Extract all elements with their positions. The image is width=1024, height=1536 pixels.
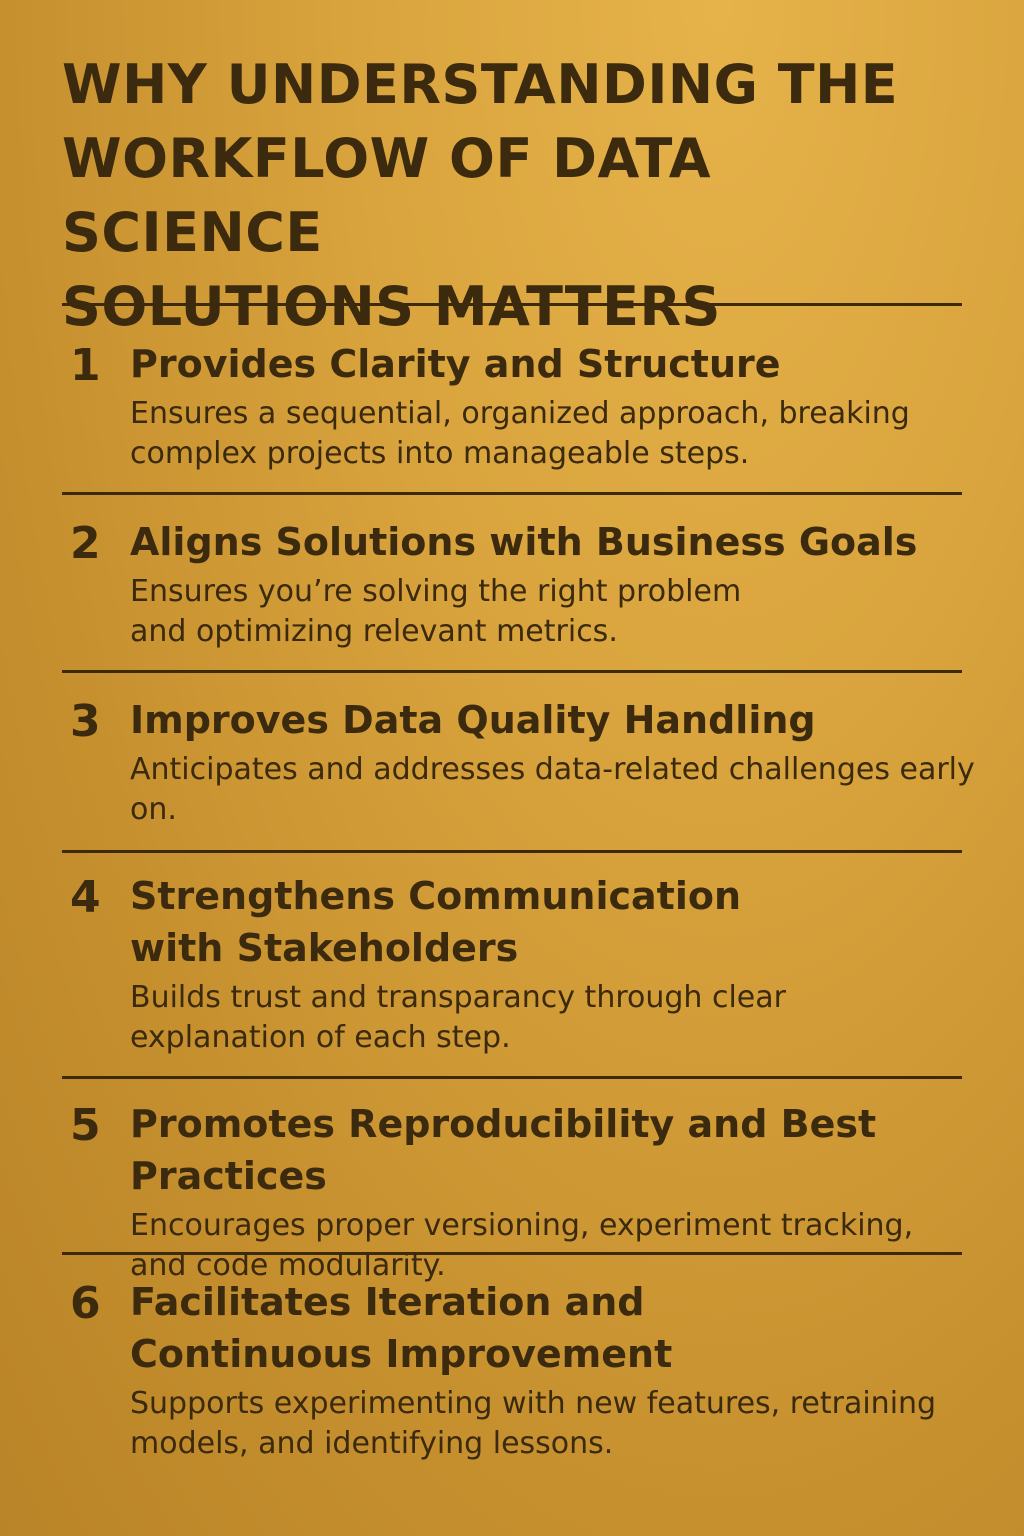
- item-divider: [62, 1076, 962, 1079]
- item-title: Provides Clarity and Structure: [130, 342, 781, 386]
- item-description: Ensures a sequential, organized approach…: [130, 396, 910, 471]
- item-description: Supports experimenting with new features…: [130, 1386, 937, 1461]
- item-number: 6: [70, 1278, 101, 1329]
- item-content: Strengthens Communication with Stakehold…: [130, 870, 980, 1058]
- item-number: 4: [70, 872, 101, 923]
- item-content: Aligns Solutions with Business Goals Ens…: [130, 516, 980, 652]
- item-number: 1: [70, 340, 101, 391]
- item-description: Builds trust and transparancy through cl…: [130, 980, 786, 1055]
- infographic: WHY UNDERSTANDING THE WORKFLOW OF DATA S…: [62, 48, 975, 1461]
- title-divider: [62, 303, 962, 306]
- item-description: Ensures you’re solving the right problem…: [130, 574, 742, 649]
- item-divider: [62, 1252, 962, 1255]
- item-divider: [62, 492, 962, 495]
- item-title: Improves Data Quality Handling: [130, 698, 816, 742]
- item-content: Promotes Reproducibility and Best Practi…: [130, 1098, 980, 1286]
- item-number: 5: [70, 1100, 101, 1151]
- item-content: Provides Clarity and Structure Ensures a…: [130, 338, 980, 474]
- item-divider: [62, 670, 962, 673]
- item-content: Improves Data Quality Handling Anticipat…: [130, 694, 980, 830]
- item-divider: [62, 850, 962, 853]
- item-title: Strengthens Communication with Stakehold…: [130, 874, 742, 970]
- item-number: 3: [70, 696, 101, 747]
- item-title: Facilitates Iteration and Continuous Imp…: [130, 1280, 673, 1376]
- item-title: Aligns Solutions with Business Goals: [130, 520, 918, 564]
- item-description: Encourages proper versioning, experiment…: [130, 1208, 914, 1283]
- page-title: WHY UNDERSTANDING THE WORKFLOW OF DATA S…: [62, 53, 899, 338]
- item-content: Facilitates Iteration and Continuous Imp…: [130, 1276, 980, 1464]
- item-title: Promotes Reproducibility and Best Practi…: [130, 1102, 877, 1198]
- item-number: 2: [70, 518, 101, 569]
- item-description: Anticipates and addresses data-related c…: [130, 752, 975, 827]
